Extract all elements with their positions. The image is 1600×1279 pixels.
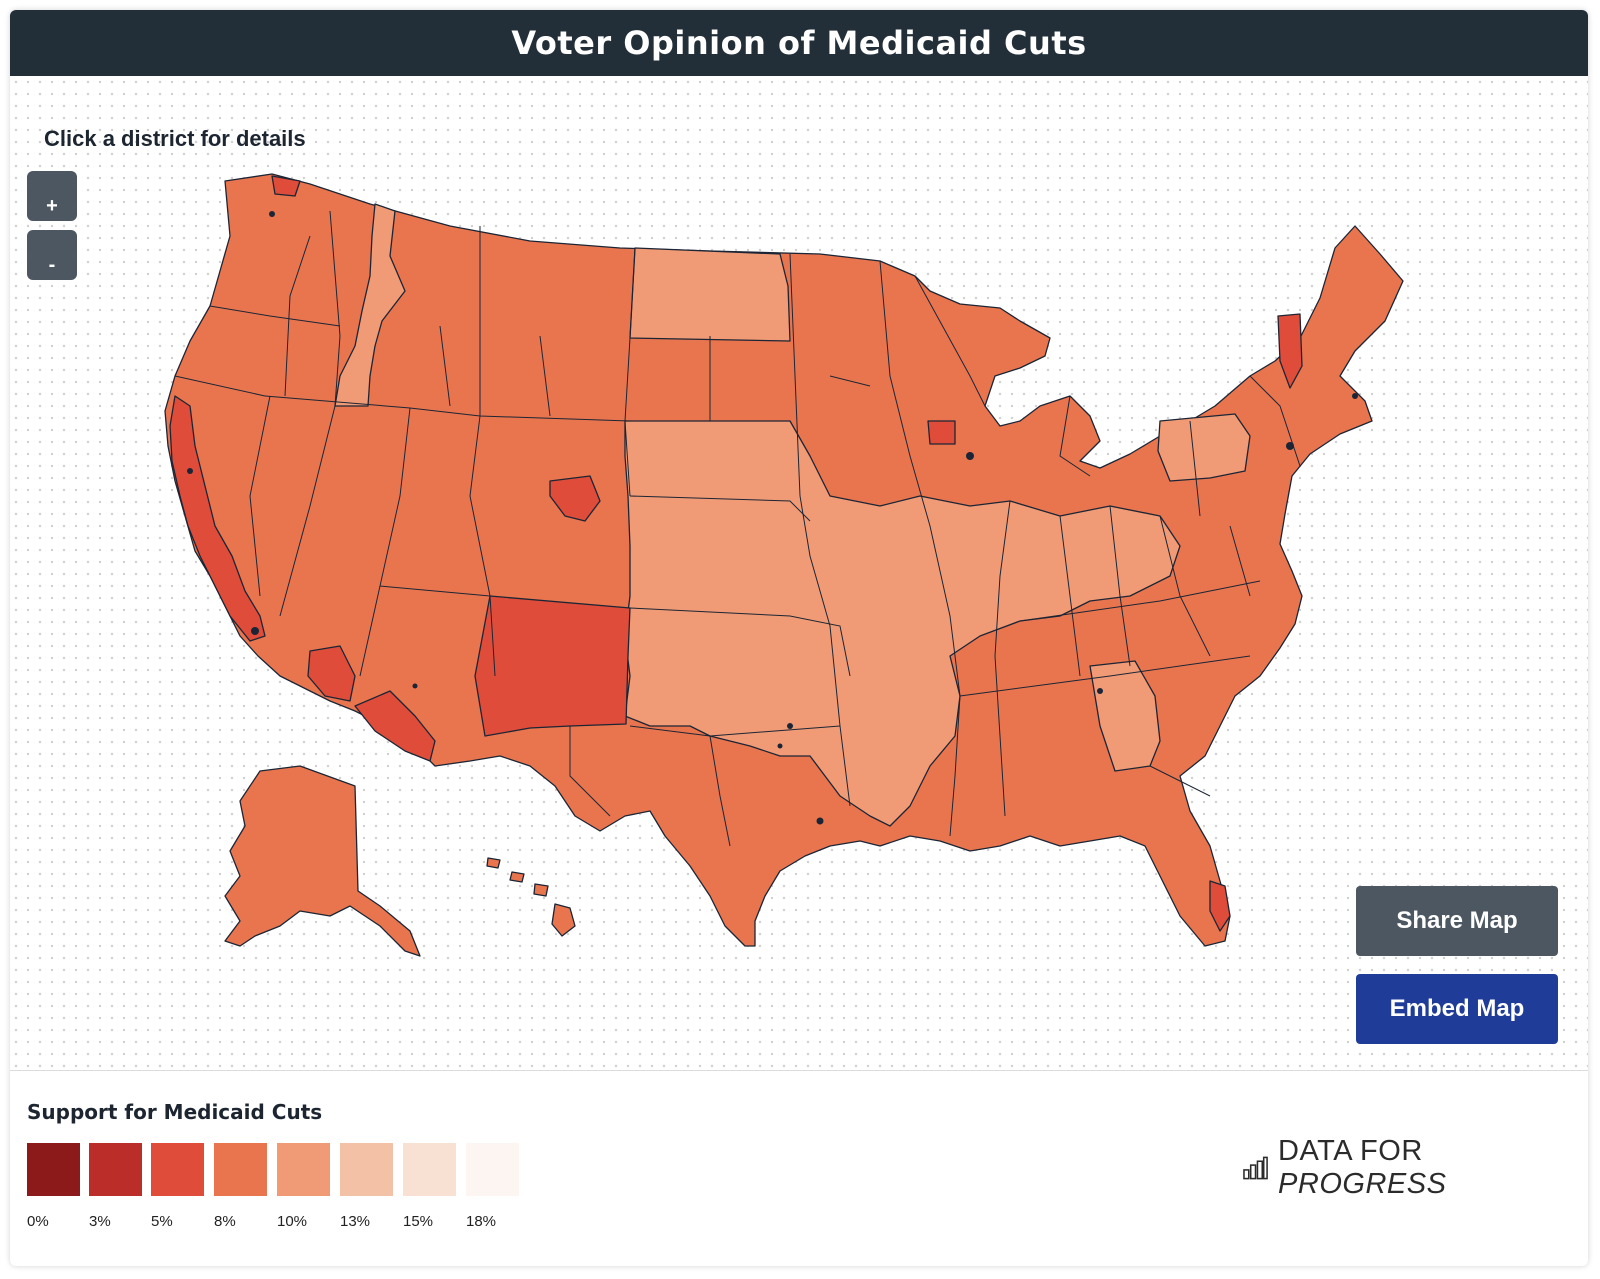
- share-map-button[interactable]: Share Map: [1356, 886, 1558, 956]
- legend-swatch-4: [277, 1143, 330, 1196]
- divider: [10, 1070, 1588, 1071]
- region-colorado-district[interactable]: [549, 475, 601, 522]
- legend-label-7: 18%: [466, 1213, 497, 1230]
- legend-label-1: 3%: [89, 1213, 111, 1230]
- legend-title: Support for Medicaid Cuts: [27, 1100, 323, 1124]
- map-hint: Click a district for details: [44, 126, 306, 151]
- brand-text-b: PROGRESS: [1278, 1168, 1447, 1200]
- region-south-florida[interactable]: [1209, 880, 1231, 932]
- legend-swatch-7: [466, 1143, 519, 1196]
- region-washington-district[interactable]: [271, 175, 301, 197]
- legend-label-6: 15%: [403, 1213, 434, 1230]
- bar-chart-icon: [1243, 1156, 1268, 1180]
- embed-map-button[interactable]: Embed Map: [1356, 974, 1558, 1044]
- region-alaska[interactable]: [224, 765, 421, 957]
- legend-swatch-3: [214, 1143, 267, 1196]
- district-map[interactable]: [10, 76, 1588, 1070]
- region-arizona-south[interactable]: [354, 690, 436, 762]
- page-title: Voter Opinion of Medicaid Cuts: [10, 10, 1588, 76]
- legend-label-3: 8%: [214, 1213, 236, 1230]
- region-new-mexico[interactable]: [474, 595, 631, 737]
- region-hawaii-maui[interactable]: [533, 883, 549, 897]
- region-north-dakota[interactable]: [629, 247, 791, 342]
- map-card: Voter Opinion of Medicaid Cuts: [10, 10, 1588, 1266]
- metro-districts: [187, 211, 1358, 825]
- legend-swatch-5: [340, 1143, 393, 1196]
- region-georgia[interactable]: [1089, 660, 1161, 772]
- zoom-in-button[interactable]: +: [27, 171, 77, 221]
- district-borders: [174, 210, 1301, 847]
- legend-label-0: 0%: [27, 1213, 49, 1230]
- region-hawaii-oahu[interactable]: [509, 871, 525, 883]
- region-southern-california[interactable]: [307, 645, 356, 702]
- region-hawaii-kauai[interactable]: [486, 857, 501, 869]
- region-pennsylvania[interactable]: [1157, 413, 1251, 482]
- region-hawaii-big[interactable]: [551, 903, 576, 937]
- legend-swatch-1: [89, 1143, 142, 1196]
- region-vermont[interactable]: [1277, 313, 1303, 389]
- brand-logo[interactable]: DATA FOR PROGRESS: [1243, 1135, 1588, 1200]
- region-california-coast[interactable]: [169, 395, 266, 642]
- zoom-out-button[interactable]: -: [27, 230, 77, 280]
- region-idaho[interactable]: [334, 203, 406, 407]
- legend-label-4: 10%: [277, 1213, 308, 1230]
- region-wisconsin-district[interactable]: [927, 420, 956, 445]
- legend-swatch-0: [27, 1143, 80, 1196]
- legend-swatch-2: [151, 1143, 204, 1196]
- legend-label-5: 13%: [340, 1213, 371, 1230]
- brand-text-a: DATA FOR: [1278, 1135, 1423, 1167]
- map-area[interactable]: Click a district for details + - Share M…: [10, 76, 1588, 1070]
- legend-swatch-6: [403, 1143, 456, 1196]
- legend-label-2: 5%: [151, 1213, 173, 1230]
